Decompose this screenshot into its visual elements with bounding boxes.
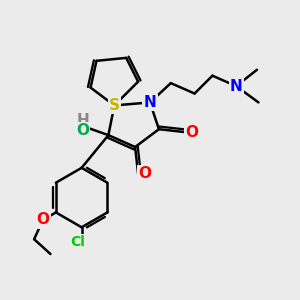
Text: S: S	[109, 98, 120, 113]
Text: O: O	[76, 123, 89, 138]
Text: Cl: Cl	[70, 235, 86, 249]
Text: O: O	[138, 166, 151, 181]
Text: N: N	[144, 95, 156, 110]
Text: O: O	[186, 125, 199, 140]
Text: N: N	[230, 79, 243, 94]
Text: H: H	[76, 113, 89, 128]
Text: O: O	[37, 212, 50, 227]
